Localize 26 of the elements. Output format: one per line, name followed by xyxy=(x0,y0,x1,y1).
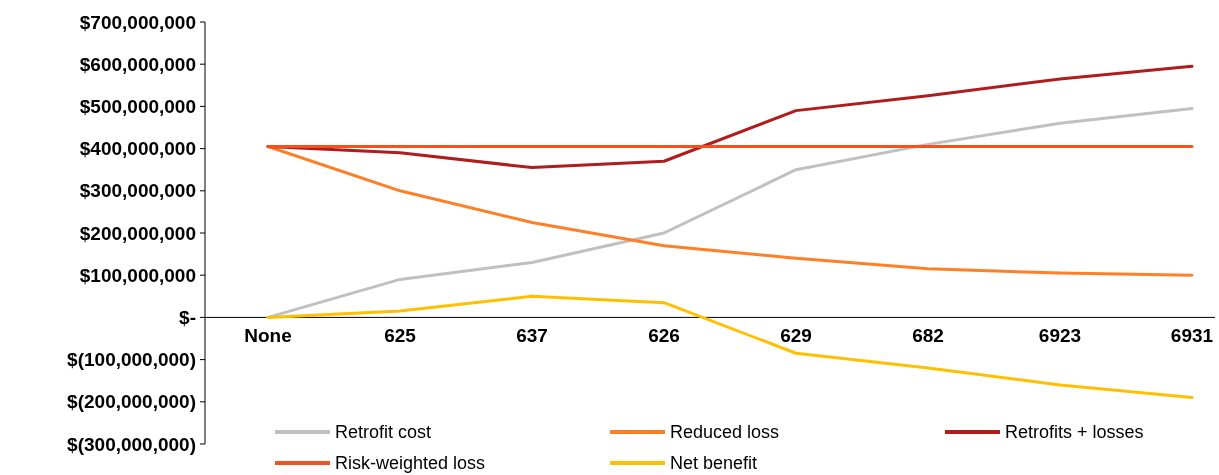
y-tick-label: $(300,000,000) xyxy=(67,433,196,455)
x-tick-label: 626 xyxy=(648,325,680,347)
x-tick-label: None xyxy=(244,325,292,347)
line-series xyxy=(266,64,1194,170)
legend-label: Risk-weighted loss xyxy=(335,453,486,474)
y-tick-label: $(200,000,000) xyxy=(67,391,196,413)
legend-label: Retrofit cost xyxy=(335,422,432,443)
y-tick-label: $700,000,000 xyxy=(79,11,196,33)
y-tick-label: $- xyxy=(179,307,196,329)
legend-label: Retrofits + losses xyxy=(1005,422,1144,443)
x-tick-label: 629 xyxy=(780,325,812,347)
line-series xyxy=(266,107,1194,319)
x-tick-label: 637 xyxy=(516,325,548,347)
x-tick-label: 682 xyxy=(912,325,944,347)
y-tick-label: $400,000,000 xyxy=(79,138,196,160)
x-tick-label: 6931 xyxy=(1170,325,1214,347)
x-tick-label: 625 xyxy=(384,325,417,347)
y-tick-label: $100,000,000 xyxy=(79,264,196,286)
y-tick-label: $300,000,000 xyxy=(79,180,196,202)
legend-label: Reduced loss xyxy=(670,422,780,443)
y-tick-label: $600,000,000 xyxy=(79,53,196,75)
y-tick-label: $500,000,000 xyxy=(79,96,196,118)
x-tick-label: 6923 xyxy=(1038,325,1082,347)
legend-label: Net benefit xyxy=(670,453,758,474)
y-tick-label: $200,000,000 xyxy=(79,222,196,244)
y-tick-label: $(100,000,000) xyxy=(67,349,196,371)
